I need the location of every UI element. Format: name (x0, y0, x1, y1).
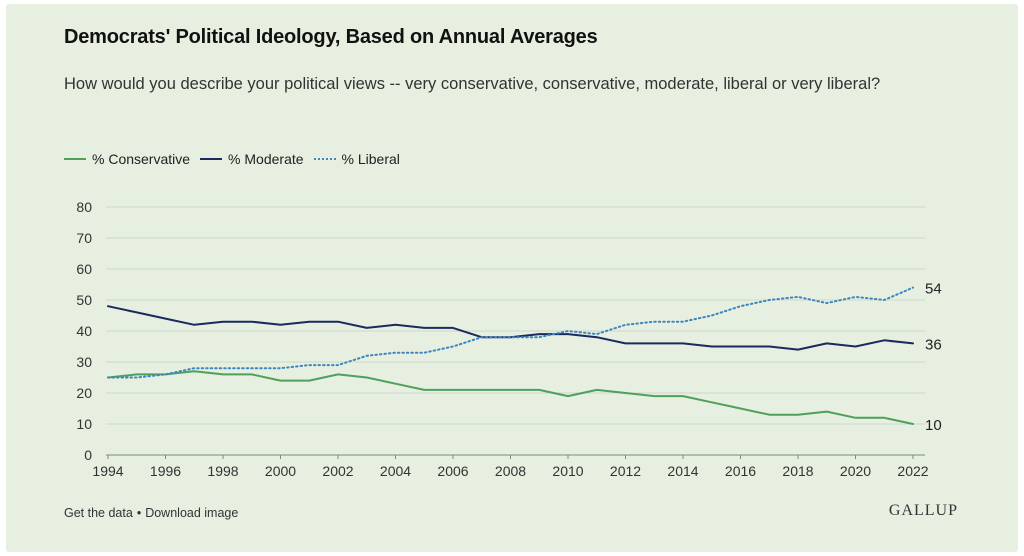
x-tick-label-2022: 2022 (897, 463, 928, 479)
legend: % Conservative % Moderate % Liberal (64, 151, 400, 167)
legend-item-liberal[interactable]: % Liberal (313, 151, 400, 167)
get-data-link[interactable]: Get the data (64, 506, 133, 520)
legend-item-moderate[interactable]: % Moderate (200, 151, 304, 167)
x-tick-label-2004: 2004 (380, 463, 411, 479)
legend-label-liberal: % Liberal (341, 151, 400, 167)
y-tick-label-50: 50 (76, 292, 92, 308)
legend-swatch-liberal (313, 158, 336, 160)
legend-label-conservative: % Conservative (92, 151, 191, 167)
end-label-liberal: 54 (925, 281, 942, 298)
chart-card (6, 4, 1018, 552)
footer-separator: • (136, 506, 142, 520)
legend-swatch-conservative (64, 158, 86, 160)
download-image-link[interactable]: Download image (145, 506, 239, 520)
x-tick-label-1996: 1996 (150, 463, 181, 479)
x-tick-label-2014: 2014 (667, 463, 698, 479)
x-tick-label-2008: 2008 (495, 463, 526, 479)
legend-label-moderate: % Moderate (228, 151, 304, 167)
legend-swatch-moderate (200, 158, 223, 160)
y-tick-label-80: 80 (76, 199, 92, 215)
x-tick-label-1994: 1994 (92, 463, 123, 479)
x-tick-label-2018: 2018 (782, 463, 813, 479)
y-tick-label-60: 60 (76, 261, 92, 277)
series-line-liberal (107, 286, 914, 379)
x-tick-label-1998: 1998 (207, 463, 238, 479)
y-tick-label-70: 70 (76, 230, 92, 246)
y-tick-label-30: 30 (76, 354, 92, 370)
end-label-moderate: 36 (925, 336, 942, 353)
x-tick-label-2016: 2016 (725, 463, 756, 479)
end-label-conservative: 10 (925, 417, 942, 434)
x-tick-label-2002: 2002 (322, 463, 353, 479)
series-line-moderate (107, 305, 914, 351)
legend-item-conservative[interactable]: % Conservative (64, 151, 190, 167)
y-tick-label-20: 20 (76, 385, 92, 401)
x-tick-label-2012: 2012 (610, 463, 641, 479)
x-tick-label-2020: 2020 (840, 463, 871, 479)
chart-title: Democrats' Political Ideology, Based on … (64, 26, 598, 48)
y-tick-label-40: 40 (76, 323, 92, 339)
chart-subtitle: How would you describe your political vi… (64, 75, 881, 93)
footer-links: Get the data • Download image (64, 506, 238, 520)
series-line-conservative (107, 370, 914, 425)
x-tick-label-2000: 2000 (265, 463, 296, 479)
x-tick-label-2006: 2006 (437, 463, 468, 479)
gallup-logo: GALLUP (888, 502, 958, 519)
x-tick-label-2010: 2010 (552, 463, 583, 479)
y-tick-label-10: 10 (76, 416, 92, 432)
y-tick-label-0: 0 (84, 447, 92, 463)
